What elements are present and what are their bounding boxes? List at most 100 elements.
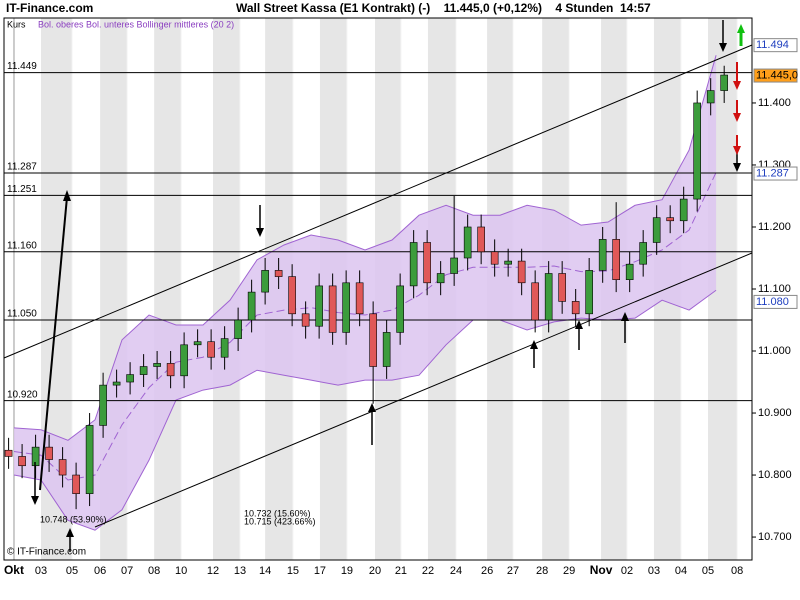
candle-body [396,285,404,333]
candle-body [112,381,121,386]
x-tick-label: 27 [507,565,519,577]
candle-body [234,319,242,339]
arrow-head [737,24,745,33]
arrow-head [31,496,39,505]
price-box-label: 11.494 [756,39,789,51]
price-box-label: 11.080 [756,296,789,308]
candle-body [423,242,431,284]
y-tick-label: 10.800 [758,469,792,481]
x-tick-label: 29 [563,565,575,577]
candle-body [558,273,566,302]
candle-body [301,313,310,327]
candle-body [585,270,593,315]
arrow-head [733,81,741,90]
price-box-label: 11.287 [756,167,789,179]
arrow-head [719,43,727,52]
horizontal-line-label: 11.449 [7,61,37,72]
x-tick-label: 24 [450,565,462,577]
trend-lines [3,44,753,528]
candle-body [139,366,148,375]
x-tick-label: 12 [207,565,219,577]
candle-body [328,285,337,333]
horizontal-line-label: 10.920 [7,389,38,400]
candle-body [517,260,526,284]
band-upper [13,55,717,441]
candles [4,65,728,510]
x-tick-label: 08 [148,565,160,577]
arrow-head [530,340,538,349]
arrow-head [733,163,741,172]
band-lower [13,289,717,531]
arrow-head [733,146,741,155]
candle-body [99,384,107,426]
candle-body [571,301,580,315]
x-tick-label: Nov [590,563,613,577]
legend-item: Bol. oberes Bol. unteres Bollinger mittl… [38,19,234,29]
chart-title: Wall Street Kassa (E1 Kontrakt) (-) 11.4… [236,1,651,15]
trend-line [3,44,753,359]
y-tick-label: 11.000 [758,345,791,357]
price-box [753,38,798,53]
candle-body [342,282,350,333]
candle-body [180,344,188,377]
arrow-head [63,190,71,201]
price-box [753,166,798,181]
candle-body [45,446,53,460]
candle-body [652,217,661,243]
annotation: 10.748 (53.90%) [40,514,107,524]
price-box-label: 11.445,0 [756,69,798,81]
day-stripe [213,18,241,560]
x-tick-label: 13 [234,565,246,577]
site-name: IT-Finance.com [6,1,93,15]
horizontal-lines: 11.449 11.287 11.251 11.160 11.050 10.920 [4,61,752,402]
candle-body [612,239,620,280]
band-area [13,55,717,531]
candle-body [639,242,647,265]
candle-body [4,449,13,457]
axes: Okt 03 05 06 07 08 10 12 13 14 15 17 19 20 21 22 24 26 27 2… [4,38,798,577]
horizontal-line-label: 11.050 [7,309,37,320]
candle-body [247,291,256,321]
candle-body [531,282,539,321]
x-tick-label: 19 [341,565,353,577]
candle-body [706,90,715,104]
arrow-head [368,403,376,412]
candle-body [369,313,377,367]
arrow-head [575,320,583,329]
horizontal-line-label: 11.251 [7,184,37,195]
candle-body [544,273,553,321]
candle-body [85,425,94,494]
candle-body [720,74,728,91]
x-tick-label: 07 [121,565,133,577]
candle-body [220,338,229,358]
candle-body [153,363,161,367]
y-tick-label: 10.700 [758,531,792,543]
candle-body [598,239,607,271]
bollinger-band [13,55,717,531]
x-tick-label: 02 [621,565,633,577]
x-tick-label: Okt [4,563,24,577]
candle-body [504,260,512,265]
x-tick-label: 14 [259,565,271,577]
candle-body [679,198,688,222]
x-tick-label: 26 [481,565,493,577]
arrow-head [621,312,629,321]
header [0,0,800,17]
x-tick-label: 05 [66,565,78,577]
candle-body [490,251,499,265]
legend-item: Kurs [7,19,26,29]
candle-body [72,474,80,494]
y-tick-label: 11.400 [758,97,791,109]
x-tick-label: 05 [702,565,714,577]
candle-body [58,459,67,476]
candle-body [288,276,296,315]
candle-body [450,257,458,274]
x-tick-label: 08 [731,565,743,577]
copyright: © IT-Finance.com [7,547,86,558]
x-tick-label: 28 [536,565,548,577]
candle-body [261,270,269,293]
y-tick-label: 11.100 [758,283,791,295]
candle-body [274,270,283,277]
candle-body [477,226,485,253]
